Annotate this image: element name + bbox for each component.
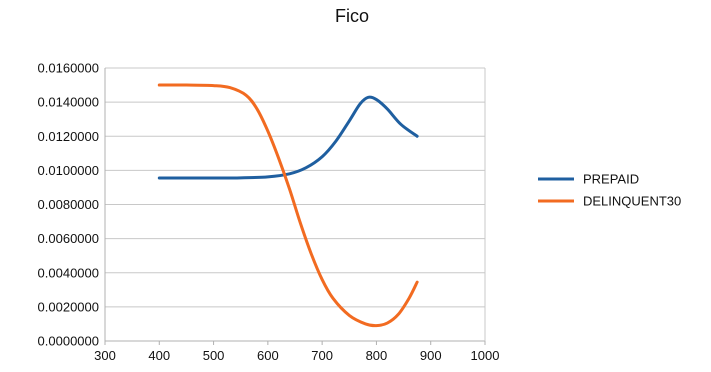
y-tick-label: 0.0020000: [38, 299, 99, 314]
y-tick-label: 0.0140000: [38, 95, 99, 110]
x-tick-label: 400: [148, 348, 170, 363]
y-tick-label: 0.0060000: [38, 231, 99, 246]
legend-label-delinquent30: DELINQUENT30: [583, 194, 681, 209]
x-tick-label: 900: [420, 348, 442, 363]
y-tick-label: 0.0000000: [38, 334, 99, 349]
y-tick-label: 0.0040000: [38, 265, 99, 280]
x-tick-label: 700: [311, 348, 333, 363]
x-tick-label: 500: [203, 348, 225, 363]
series-lines: [157, 83, 419, 328]
x-tick-label: 1000: [471, 348, 500, 363]
legend-label-prepaid: PREPAID: [583, 172, 639, 187]
x-tick-label: 300: [94, 348, 116, 363]
x-tick-label: 600: [257, 348, 279, 363]
series-line-delinquent30: [157, 83, 419, 328]
y-tick-label: 0.0120000: [38, 129, 99, 144]
series-line-prepaid: [157, 95, 419, 180]
y-tick-label: 0.0080000: [38, 197, 99, 212]
chart-title: Fico: [335, 6, 369, 26]
legend: PREPAID DELINQUENT30: [538, 172, 681, 209]
y-tick-label: 0.0100000: [38, 163, 99, 178]
y-tick-label: 0.0160000: [38, 61, 99, 76]
x-tick-label: 800: [366, 348, 388, 363]
axes: 0.0000000 0.0020000 0.0040000 0.0060000 0.00…: [38, 61, 500, 364]
